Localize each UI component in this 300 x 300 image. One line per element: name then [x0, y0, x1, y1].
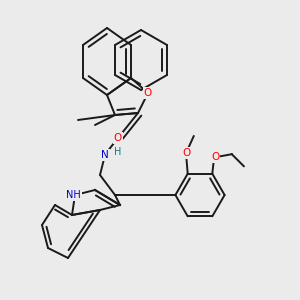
Text: N: N — [101, 150, 109, 160]
Text: O: O — [211, 152, 219, 162]
Text: NH: NH — [66, 190, 81, 200]
Text: O: O — [114, 133, 122, 143]
Text: O: O — [182, 148, 190, 158]
Text: H: H — [114, 147, 122, 157]
Text: O: O — [144, 88, 152, 98]
